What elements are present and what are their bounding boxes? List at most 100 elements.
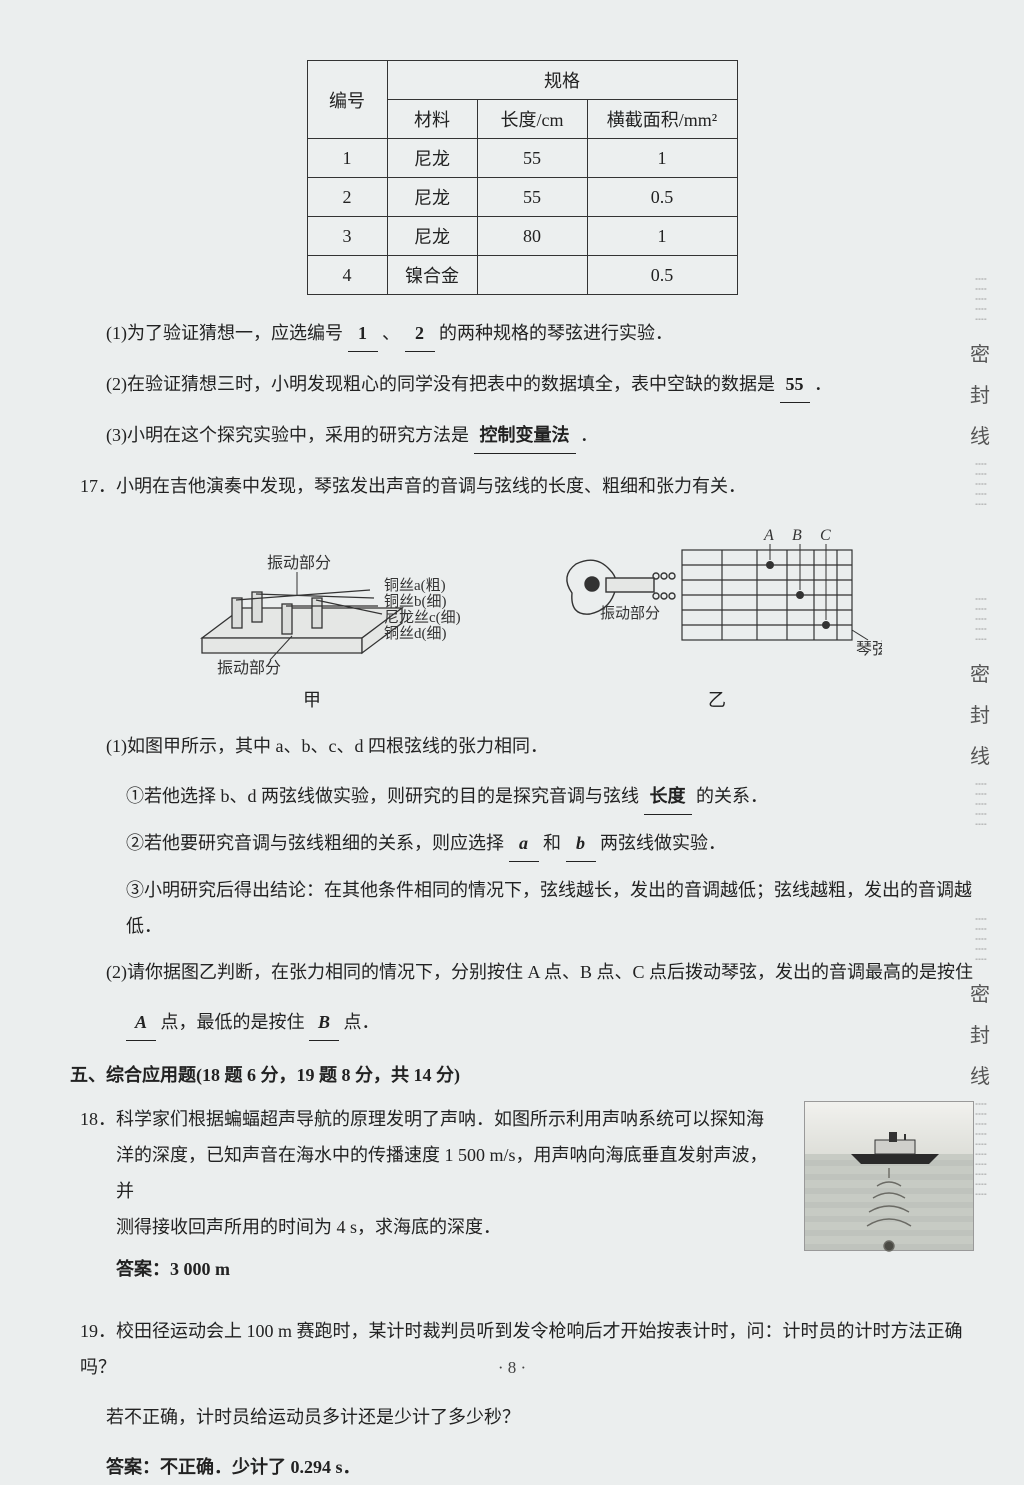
answer-blank: A [126, 1004, 156, 1041]
q17-1-2: ②若他要研究音调与弦线粗细的关系，则应选择 a 和 b 两弦线做实验． [126, 825, 974, 862]
table-row: 1 尼龙 55 1 [307, 139, 737, 178]
seal-char: 密 [970, 658, 990, 687]
text: 、 [382, 323, 400, 343]
text: 和 [543, 833, 561, 853]
td: 尼龙 [387, 217, 477, 256]
answer-blank: 1 [348, 315, 378, 352]
text: 科学家们根据蝙蝠超声导航的原理发明了声呐．如图所示利用声呐系统可以探知海 [116, 1109, 764, 1129]
seal-char: 封 [970, 1019, 990, 1048]
th-id: 编号 [307, 61, 387, 139]
table-row: 编号 规格 [307, 61, 737, 100]
td [477, 256, 587, 295]
seal-char: 封 [970, 699, 990, 728]
q19-text2: 若不正确，计时员给运动员多计还是少计了多少秒？ [106, 1399, 974, 1435]
answer-blank: 55 [780, 366, 810, 403]
diagram-jia-icon: 振动部分 振动部分 铜丝a(粗) 铜丝b(细) 尼龙丝c(细) 铜丝d(细) [162, 518, 462, 678]
label: 尼龙丝c(细) [384, 609, 461, 626]
diagram-yi-icon: A B C 振动部分 琴弦 [552, 518, 882, 678]
answer-label: 答案： [116, 1259, 170, 1279]
th-area: 横截面积/mm² [587, 100, 737, 139]
answer-blank: 控制变量法 [474, 417, 576, 454]
figure-row: 振动部分 振动部分 铜丝a(粗) 铜丝b(细) 尼龙丝c(细) 铜丝d(细) 甲 [70, 518, 974, 712]
text: ①若他选择 b、d 两弦线做实验，则研究的目的是探究音调与弦线 [126, 786, 639, 806]
seal-char: 线 [970, 740, 990, 769]
text: 的两种规格的琴弦进行实验． [439, 323, 673, 343]
td: 4 [307, 256, 387, 295]
q-number: 18． [80, 1109, 116, 1129]
td: 0.5 [587, 178, 737, 217]
table-row: 3 尼龙 80 1 [307, 217, 737, 256]
answer-blank: a [509, 825, 539, 862]
text: (1)为了验证猜想一，应选编号 [106, 323, 343, 343]
label: A [763, 527, 774, 544]
label: 铜丝b(细) [384, 593, 447, 610]
q-number: 19． [80, 1321, 116, 1341]
answer-blank: 2 [405, 315, 435, 352]
answer-value: 不正确．少计了 0.294 s． [160, 1457, 361, 1477]
seal-char: 密 [970, 338, 990, 367]
answer-blank: b [566, 825, 596, 862]
figure-jia: 振动部分 振动部分 铜丝a(粗) 铜丝b(细) 尼龙丝c(细) 铜丝d(细) 甲 [162, 518, 462, 712]
td: 2 [307, 178, 387, 217]
label: C [820, 527, 831, 544]
answer-label: 答案： [106, 1457, 160, 1477]
table-row: 4 镍合金 0.5 [307, 256, 737, 295]
label: 振动部分 [217, 659, 281, 677]
text: 小明在吉他演奏中发现，琴弦发出声音的音调与弦线的长度、粗细和张力有关． [116, 476, 746, 496]
q18-text: 18．科学家们根据蝙蝠超声导航的原理发明了声呐．如图所示利用声呐系统可以探知海 … [80, 1101, 782, 1287]
text: ． [814, 374, 832, 394]
seal-char: 密 [970, 978, 990, 1007]
table-row: 2 尼龙 55 0.5 [307, 178, 737, 217]
sonar-image-icon [804, 1101, 974, 1251]
label: 铜丝a(粗) [384, 577, 446, 594]
answer-blank: 长度 [644, 778, 692, 815]
td: 80 [477, 217, 587, 256]
text: (2)在验证猜想三时，小明发现粗心的同学没有把表中的数据填全，表中空缺的数据是 [106, 374, 775, 394]
q16-1: (1)为了验证猜想一，应选编号 1 、 2 的两种规格的琴弦进行实验． [106, 315, 974, 352]
q17-intro: 17．小明在吉他演奏中发现，琴弦发出声音的音调与弦线的长度、粗细和张力有关． [80, 468, 974, 504]
th-length: 长度/cm [477, 100, 587, 139]
exam-page: 编号 规格 材料 长度/cm 横截面积/mm² 1 尼龙 55 1 2 尼龙 5… [0, 0, 1024, 1400]
q-number: 17． [80, 476, 116, 496]
td: 55 [477, 178, 587, 217]
answer-blank: B [309, 1004, 339, 1041]
seal-line: ┊┊┊┊┊ 密 封 线 ┊┊┊┊┊ [968, 590, 992, 837]
q17-1-1: ①若他选择 b、d 两弦线做实验，则研究的目的是探究音调与弦线 长度 的关系． [126, 778, 974, 815]
q16-2: (2)在验证猜想三时，小明发现粗心的同学没有把表中的数据填全，表中空缺的数据是 … [106, 366, 974, 403]
label: 铜丝d(细) [384, 625, 447, 642]
text: (3)小明在这个探究实验中，采用的研究方法是 [106, 425, 469, 445]
q18: 18．科学家们根据蝙蝠超声导航的原理发明了声呐．如图所示利用声呐系统可以探知海 … [80, 1101, 974, 1287]
text: ③小明研究后得出结论：在其他条件相同的情况下，弦线越长，发出的音调越低；弦线越粗… [126, 880, 972, 936]
seal-char: 线 [970, 420, 990, 449]
text: ． [580, 425, 598, 445]
seal-line: ┊┊┊┊┊ 密 封 线 ┊┊┊┊┊ [968, 270, 992, 517]
td: 镍合金 [387, 256, 477, 295]
q19-answer: 答案：不正确．少计了 0.294 s． [106, 1449, 974, 1485]
q17-2: (2)请你据图乙判断，在张力相同的情况下，分别按住 A 点、B 点、C 点后拨动… [106, 954, 974, 990]
text: ②若他要研究音调与弦线粗细的关系，则应选择 [126, 833, 504, 853]
page-number: · 8 · [0, 1358, 1024, 1378]
text: 点． [344, 1012, 380, 1032]
th-material: 材料 [387, 100, 477, 139]
th-spec: 规格 [387, 61, 737, 100]
seal-char: 线 [970, 1060, 990, 1089]
td: 1 [587, 217, 737, 256]
label: 琴弦 [856, 640, 882, 658]
q17-1-3: ③小明研究后得出结论：在其他条件相同的情况下，弦线越长，发出的音调越低；弦线越粗… [126, 872, 974, 944]
label: B [792, 527, 802, 544]
seal-char: 封 [970, 379, 990, 408]
td: 0.5 [587, 256, 737, 295]
td: 1 [587, 139, 737, 178]
text: 测得接收回声所用的时间为 4 s，求海底的深度． [116, 1209, 782, 1245]
text: 的关系． [696, 786, 768, 806]
q17-1: (1)如图甲所示，其中 a、b、c、d 四根弦线的张力相同． [106, 728, 974, 764]
q17-2-ans: A 点，最低的是按住 B 点． [126, 1004, 974, 1041]
td: 3 [307, 217, 387, 256]
label: 振动部分 [600, 605, 660, 622]
text: (2)请你据图乙判断，在张力相同的情况下，分别按住 A 点、B 点、C 点后拨动… [106, 962, 973, 982]
label: 振动部分 [267, 554, 331, 572]
seal-line: ┊┊┊┊┊ 密 封 线 ┊┊┊┊┊┊┊┊┊┊ [968, 910, 992, 1207]
text: 洋的深度，已知声音在海水中的传播速度 1 500 m/s，用声呐向海底垂直发射声… [116, 1137, 782, 1209]
text: 两弦线做实验． [600, 833, 726, 853]
figure-yi: A B C 振动部分 琴弦 乙 [552, 518, 882, 712]
